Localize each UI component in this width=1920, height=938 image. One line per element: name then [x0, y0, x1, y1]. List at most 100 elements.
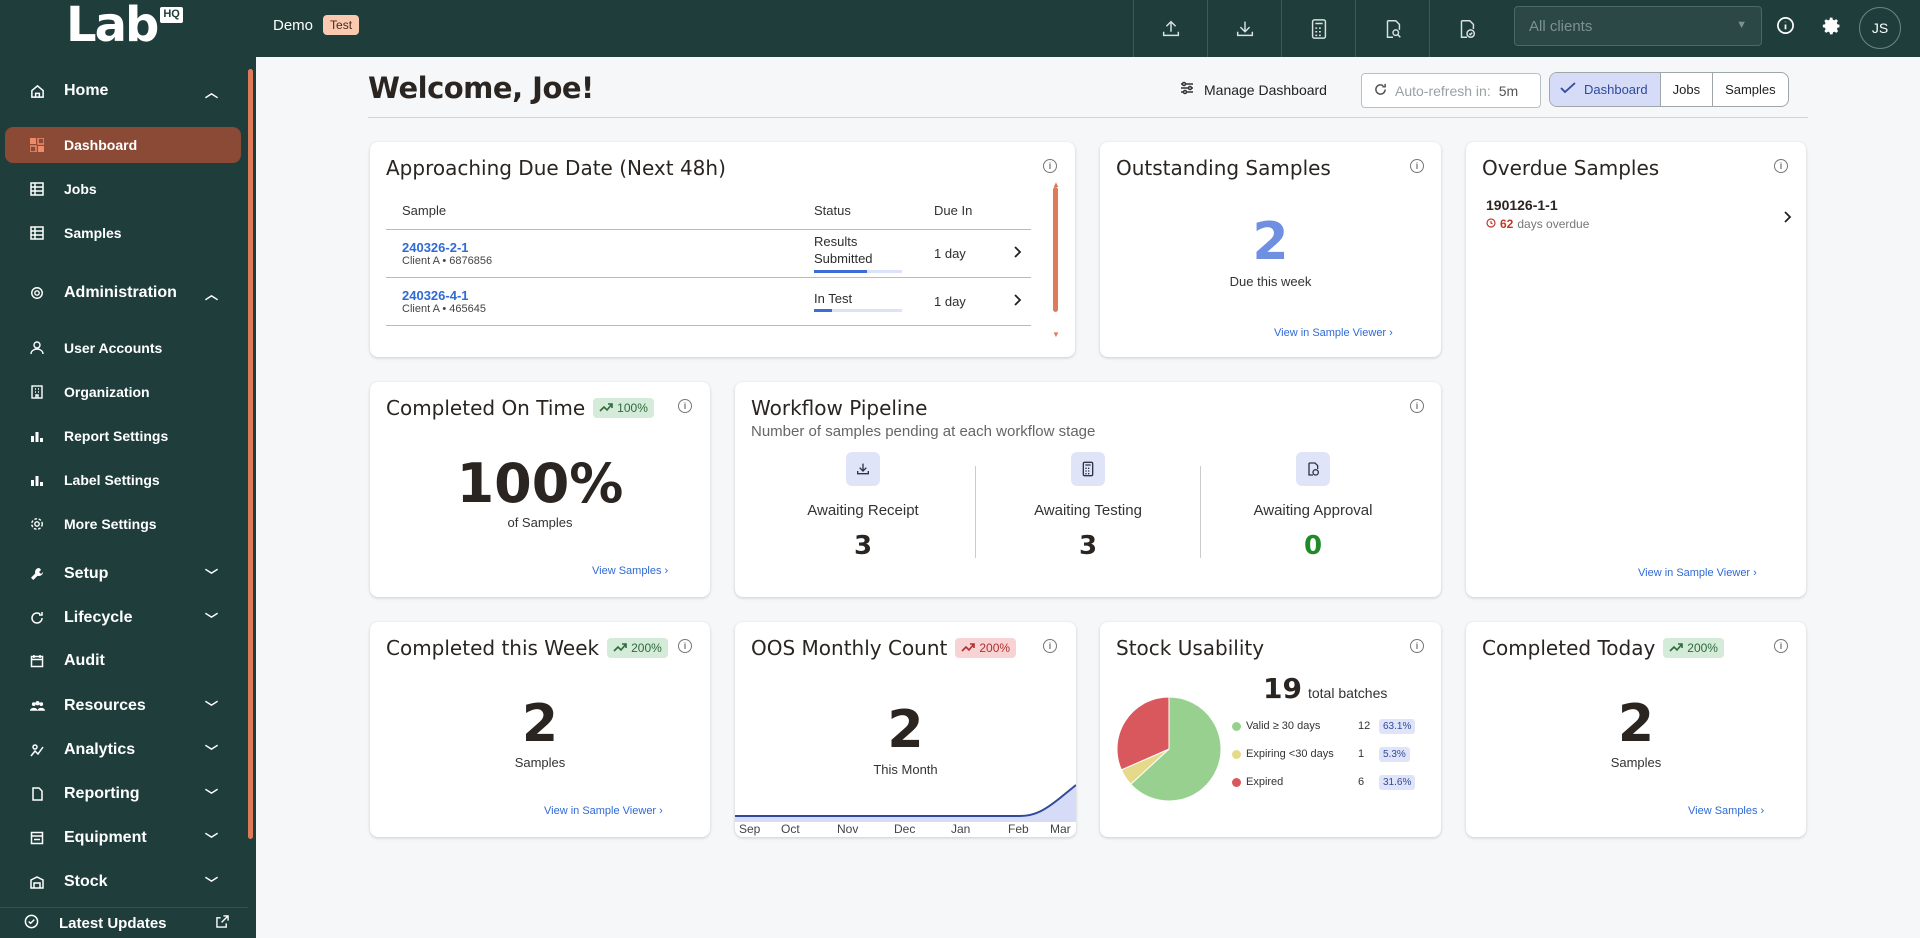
page-title: Welcome, Joe! — [368, 71, 594, 105]
sidebar-scrollbar[interactable] — [248, 69, 253, 839]
sidebar-section-setup[interactable]: Setup ﹀ — [0, 556, 240, 592]
stage-label: Awaiting Approval — [1253, 502, 1373, 519]
sidebar-section-audit[interactable]: Audit — [0, 643, 240, 679]
user-avatar[interactable]: JS — [1859, 7, 1901, 49]
view-samples-link[interactable]: View Samples › — [592, 565, 669, 577]
download-icon[interactable] — [1207, 0, 1281, 57]
table-row[interactable]: 240326-2-1 Client A • 6876856 Results Sub… — [386, 229, 1031, 278]
chevron-right-icon[interactable] — [998, 229, 1031, 278]
sidebar-item-dashboard[interactable]: Dashboard — [5, 127, 241, 163]
sample-id-link[interactable]: 240326-2-1 — [402, 239, 469, 255]
sidebar-section-home[interactable]: Home ︿ — [0, 73, 240, 109]
refresh-icon — [29, 610, 45, 626]
calculator-icon[interactable] — [1281, 0, 1355, 57]
sidebar-item-user-accounts[interactable]: User Accounts — [0, 330, 240, 366]
app-logo[interactable]: Lab HQ — [66, 0, 183, 57]
scroll-up-arrow[interactable]: ▲ — [1052, 180, 1060, 189]
outstanding-caption: Due this week — [1229, 274, 1312, 289]
chevron-right-icon[interactable] — [998, 277, 1031, 326]
stock-total-label: total batches — [1307, 685, 1388, 701]
sidebar-item-label-settings[interactable]: Label Settings — [0, 462, 240, 498]
info-icon[interactable]: i — [1410, 159, 1424, 173]
info-icon[interactable]: i — [1043, 159, 1057, 173]
latest-updates-label: Latest Updates — [59, 914, 167, 932]
trend-badge: 100% — [593, 398, 654, 418]
sidebar-section-label: Audit — [64, 652, 105, 669]
pipeline-stage-awaiting-approval[interactable]: Awaiting Approval 0 — [1203, 452, 1423, 561]
legend-dot — [1232, 777, 1241, 787]
view-samples-link[interactable]: View Samples › — [1688, 805, 1765, 817]
gear-icon[interactable] — [1822, 16, 1842, 41]
document-check-icon — [1296, 452, 1330, 486]
card-title: Outstanding Samples — [1116, 156, 1331, 180]
legend-percent: 5.3% — [1379, 746, 1410, 762]
sidebar-section-lifecycle[interactable]: Lifecycle ﹀ — [0, 600, 240, 636]
completed-week-caption: Samples — [514, 755, 566, 770]
search-document-icon[interactable] — [1355, 0, 1429, 57]
due-date-table: Sample Status Due In 240326-2-1 Client A … — [386, 192, 1031, 326]
upload-icon[interactable] — [1133, 0, 1207, 57]
chevron-down-icon: ﹀ — [205, 787, 219, 803]
info-icon[interactable]: i — [1774, 639, 1788, 653]
document-check-icon[interactable] — [1429, 0, 1503, 57]
card-title: Stock Usability — [1116, 636, 1265, 660]
sidebar-section-equipment[interactable]: Equipment ﹀ — [0, 820, 240, 856]
sidebar-item-jobs[interactable]: Jobs — [0, 171, 240, 207]
sidebar-section-analytics[interactable]: Analytics ﹀ — [0, 732, 240, 768]
table-row[interactable]: 240326-4-1 Client A • 465645 In Test 1 da… — [386, 277, 1031, 326]
due-in: 1 day — [918, 277, 998, 326]
stage-divider — [1200, 466, 1201, 558]
sidebar-section-reporting[interactable]: Reporting ﹀ — [0, 776, 240, 812]
sidebar-item-organization[interactable]: Organization — [0, 374, 240, 410]
overdue-days-suffix: days overdue — [1517, 217, 1590, 231]
info-icon[interactable]: i — [678, 399, 692, 413]
chevron-down-icon: ﹀ — [205, 567, 219, 583]
view-in-sample-viewer-link[interactable]: View in Sample Viewer › — [1274, 327, 1393, 339]
sidebar-item-more-settings[interactable]: More Settings — [0, 506, 240, 542]
oos-monthly-count-card: OOS Monthly Count 200% i 2 This Month Se… — [735, 622, 1076, 837]
bar-chart-icon — [29, 472, 45, 488]
sidebar-section-resources[interactable]: Resources ﹀ — [0, 688, 240, 724]
oos-trend-sparkline — [735, 784, 1076, 822]
user-icon — [29, 340, 45, 356]
info-icon[interactable]: i — [1774, 159, 1788, 173]
sample-status: In Test — [814, 290, 853, 306]
pipeline-stage-awaiting-testing[interactable]: Awaiting Testing 3 — [978, 452, 1198, 561]
view-in-sample-viewer-link[interactable]: View in Sample Viewer › — [1638, 567, 1757, 579]
sidebar-section-administration[interactable]: Administration ︿ — [0, 275, 240, 311]
info-icon[interactable]: i — [678, 639, 692, 653]
card-title: OOS Monthly Count 200% — [751, 636, 1017, 660]
pie-slice-expired[interactable] — [1116, 696, 1170, 771]
info-icon[interactable] — [1776, 16, 1795, 40]
scroll-down-arrow[interactable]: ▼ — [1052, 330, 1060, 339]
tab-jobs[interactable]: Jobs — [1659, 73, 1712, 106]
sidebar-item-report-settings[interactable]: Report Settings — [0, 418, 240, 454]
completed-on-time-card: Completed On Time 100% i 100% of Samples… — [370, 382, 710, 597]
client-select[interactable]: All clients ▼ — [1514, 6, 1762, 46]
tab-label: Dashboard — [1584, 82, 1648, 97]
info-icon[interactable]: i — [1410, 399, 1424, 413]
chevron-down-icon: ﹀ — [205, 743, 219, 759]
tab-dashboard[interactable]: Dashboard — [1550, 73, 1660, 106]
table-scrollbar[interactable] — [1053, 187, 1058, 312]
bar-chart-icon — [29, 428, 45, 444]
sidebar-item-samples[interactable]: Samples — [0, 215, 240, 251]
info-icon[interactable]: i — [1410, 639, 1424, 653]
tab-samples[interactable]: Samples — [1712, 73, 1788, 106]
pie-slice-valid[interactable] — [1130, 696, 1222, 802]
overdue-item[interactable]: 190126-1-1 62 days overdue — [1486, 197, 1792, 237]
clock-icon — [1486, 217, 1496, 231]
sidebar-section-stock[interactable]: Stock ﹀ — [0, 864, 240, 900]
legend-percent: 63.1% — [1379, 718, 1416, 734]
sample-id-link[interactable]: 240326-4-1 — [402, 287, 469, 303]
chevron-down-icon: ﹀ — [205, 699, 219, 715]
auto-refresh-control[interactable]: Auto-refresh in: 5m — [1361, 73, 1541, 108]
latest-updates-link[interactable]: Latest Updates — [0, 907, 248, 938]
info-icon[interactable]: i — [1043, 639, 1057, 653]
check-icon — [1560, 82, 1576, 97]
sparkline-line — [735, 784, 1076, 817]
manage-dashboard-button[interactable]: Manage Dashboard — [1180, 81, 1327, 98]
view-in-sample-viewer-link[interactable]: View in Sample Viewer › — [544, 805, 663, 817]
pipeline-stage-awaiting-receipt[interactable]: Awaiting Receipt 3 — [753, 452, 973, 561]
check-circle-icon — [24, 914, 39, 933]
